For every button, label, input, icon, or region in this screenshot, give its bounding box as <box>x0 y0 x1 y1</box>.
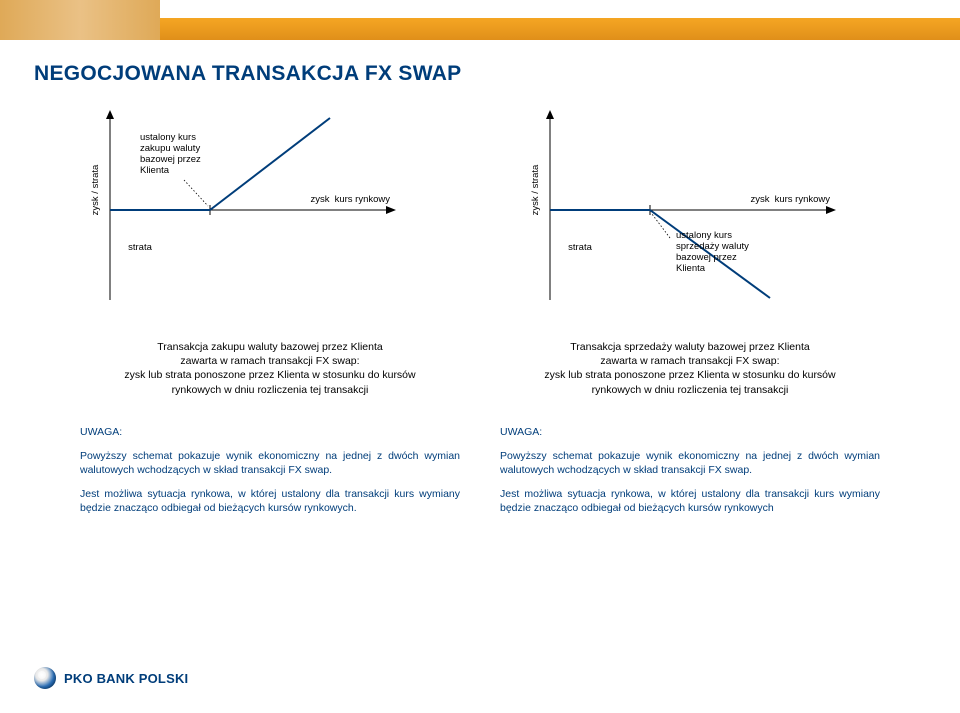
header-photo-placeholder <box>0 0 160 40</box>
trans-left-l4: rynkowych w dniu rozliczenia tej transak… <box>172 384 369 396</box>
text-row: Transakcja zakupu waluty bazowej przez K… <box>80 340 880 526</box>
trans-left-l3: zysk lub strata ponoszone przez Klienta … <box>124 369 415 381</box>
svg-text:zysk / strata: zysk / strata <box>90 164 101 215</box>
header-stripe <box>160 18 960 40</box>
uwaga-p1-left: Powyższy schemat pokazuje wynik ekonomic… <box>80 449 460 477</box>
svg-text:Klienta: Klienta <box>140 165 170 176</box>
bank-name: PKO BANK POLSKI <box>64 671 188 686</box>
svg-text:zysk: zysk <box>311 194 330 205</box>
trans-right-l1: Transakcja sprzedaży waluty bazowej prze… <box>570 341 809 353</box>
chart-left-svg: zysk / strata kurs rynkowy zysk strata ustal… <box>80 110 440 320</box>
trans-right-l2: zawarta w ramach transakcji FX swap: <box>600 355 779 367</box>
footer: PKO BANK POLSKI <box>34 667 188 689</box>
chart-right: zysk / strata kurs rynkowy zysk strata ustal… <box>520 110 880 320</box>
uwaga-p1-right: Powyższy schemat pokazuje wynik ekonomic… <box>500 449 880 477</box>
svg-text:bazowej przez: bazowej przez <box>676 252 737 263</box>
uwaga-label-right: UWAGA: <box>500 425 880 439</box>
svg-text:strata: strata <box>568 242 592 253</box>
transaction-desc-left: Transakcja zakupu waluty bazowej przez K… <box>80 340 460 397</box>
charts-row: zysk / strata kurs rynkowy zysk strata ustal… <box>80 110 880 320</box>
svg-text:zakupu waluty: zakupu waluty <box>140 143 200 154</box>
uwaga-label-left: UWAGA: <box>80 425 460 439</box>
trans-right-l3: zysk lub strata ponoszone przez Klienta … <box>544 369 835 381</box>
chart-left: zysk / strata kurs rynkowy zysk strata ustal… <box>80 110 440 320</box>
svg-text:kurs rynkowy: kurs rynkowy <box>775 194 831 205</box>
svg-text:zysk / strata: zysk / strata <box>530 164 541 215</box>
text-col-left: Transakcja zakupu waluty bazowej przez K… <box>80 340 460 526</box>
chart-right-svg: zysk / strata kurs rynkowy zysk strata ustal… <box>520 110 880 320</box>
trans-left-l2: zawarta w ramach transakcji FX swap: <box>180 355 359 367</box>
header-bar <box>0 0 960 40</box>
svg-text:ustalony kurs: ustalony kurs <box>140 132 196 143</box>
uwaga-block-left: UWAGA: Powyższy schemat pokazuje wynik e… <box>80 425 460 516</box>
svg-text:ustalony kurs: ustalony kurs <box>676 230 732 241</box>
svg-text:strata: strata <box>128 242 152 253</box>
page-title: NEGOCJOWANA TRANSAKCJA FX SWAP <box>34 62 461 86</box>
transaction-desc-right: Transakcja sprzedaży waluty bazowej prze… <box>500 340 880 397</box>
uwaga-block-right: UWAGA: Powyższy schemat pokazuje wynik e… <box>500 425 880 516</box>
text-col-right: Transakcja sprzedaży waluty bazowej prze… <box>500 340 880 526</box>
trans-left-l1: Transakcja zakupu waluty bazowej przez K… <box>157 341 382 353</box>
uwaga-p2-left: Jest możliwa sytuacja rynkowa, w której … <box>80 487 460 515</box>
svg-text:bazowej przez: bazowej przez <box>140 154 201 165</box>
svg-text:kurs rynkowy: kurs rynkowy <box>335 194 391 205</box>
svg-text:sprzedaży waluty: sprzedaży waluty <box>676 241 749 252</box>
uwaga-p2-right: Jest możliwa sytuacja rynkowa, w której … <box>500 487 880 515</box>
trans-right-l4: rynkowych w dniu rozliczenia tej transak… <box>592 384 789 396</box>
bank-logo-icon <box>34 667 56 689</box>
svg-text:zysk: zysk <box>751 194 770 205</box>
svg-text:Klienta: Klienta <box>676 263 706 274</box>
